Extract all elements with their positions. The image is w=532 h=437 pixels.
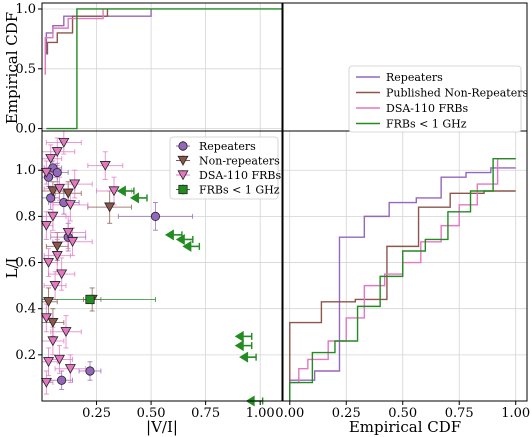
top-left-ytick-label: 0.0 bbox=[15, 122, 36, 137]
upper-limit-arrow bbox=[234, 330, 244, 342]
scatter-axes-frame bbox=[41, 130, 283, 402]
point-non-repeaters bbox=[104, 202, 116, 213]
bottom-right-cdf-published-non-repeaters bbox=[289, 190, 516, 401]
bottom-right-xtick-label: 0.00 bbox=[275, 406, 304, 421]
scatter-ytick-label: 0.2 bbox=[15, 348, 36, 363]
scatter-legend-label: DSA-110 FRBs bbox=[199, 169, 282, 182]
upper-limit-arrow bbox=[130, 192, 139, 204]
point-dsa-110-frbs bbox=[45, 154, 57, 164]
cdf-legend-label: Published Non-Repeaters bbox=[386, 87, 528, 100]
scatter-legend-label: FRBs < 1 GHz bbox=[199, 184, 280, 197]
point-dsa-110-frbs bbox=[43, 257, 55, 268]
bottom-right-xtick-label: 0.25 bbox=[332, 406, 361, 421]
point-dsa-110-frbs bbox=[62, 227, 74, 238]
bottom-right-cdf-frbs-1-ghz bbox=[289, 157, 516, 401]
point-non-repeaters bbox=[51, 241, 63, 252]
upper-limit-arrow bbox=[234, 340, 244, 352]
top-left-cdf-dsa-110-frbs bbox=[44, 8, 104, 75]
cdf-legend-label: DSA-110 FRBs bbox=[386, 102, 469, 115]
bottom-right-cdf-panel: 0.00 0.25 0.50 0.75 1.00 Empirical CDF bbox=[275, 130, 530, 436]
point-non-repeaters bbox=[43, 297, 55, 307]
scatter-ytick-label: 0.6 bbox=[15, 256, 36, 271]
scatter-legend-marker-frbs-1-ghz bbox=[178, 184, 188, 195]
bottom-right-xtick-label: 0.75 bbox=[445, 406, 474, 421]
bottom-right-cdf-dsa-110-frbs bbox=[289, 157, 516, 401]
upper-limit-arrow bbox=[182, 240, 192, 252]
scatter-legend-label: Non-repeaters bbox=[199, 155, 280, 168]
cdf-legend-label: Repeaters bbox=[386, 71, 443, 84]
scatter-ylabel: L/I bbox=[3, 257, 21, 278]
point-non-repeaters bbox=[62, 188, 74, 199]
point-dsa-110-frbs bbox=[53, 354, 65, 365]
point-repeaters bbox=[57, 375, 67, 385]
top-left-ytick-label: 0.5 bbox=[15, 62, 36, 77]
cdf-legend-label: FRBs < 1 GHz bbox=[386, 118, 467, 131]
point-dsa-110-frbs bbox=[51, 147, 63, 157]
point-repeaters bbox=[150, 211, 161, 221]
point-dsa-110-frbs bbox=[56, 269, 68, 280]
scatter-legend-marker-dsa-110-frbs bbox=[177, 170, 189, 181]
scatter-xlabel: |V/I| bbox=[146, 418, 178, 436]
scatter-ytick-label: 0.8 bbox=[15, 209, 36, 224]
point-dsa-110-frbs bbox=[53, 184, 65, 194]
scatter-legend-label: Repeaters bbox=[199, 140, 256, 153]
scatter-xtick-label: 0.25 bbox=[82, 406, 111, 421]
point-dsa-110-frbs bbox=[40, 313, 52, 324]
point-dsa-110-frbs bbox=[64, 364, 76, 374]
point-dsa-110-frbs bbox=[49, 281, 61, 291]
point-repeaters bbox=[46, 193, 56, 203]
point-dsa-110-frbs bbox=[47, 211, 59, 222]
top-left-cdf-panel: 0.0 0.5 1.0 Empirical CDF bbox=[3, 2, 283, 137]
upper-limit-arrow bbox=[164, 229, 174, 241]
upper-limit-arrow bbox=[239, 351, 249, 363]
point-repeaters bbox=[85, 366, 95, 376]
point-non-repeaters bbox=[47, 186, 59, 197]
top-left-ytick-label: 1.0 bbox=[15, 2, 36, 17]
scatter-xtick-label: 1.00 bbox=[246, 406, 275, 421]
point-frbs-1-ghz bbox=[85, 294, 95, 305]
point-dsa-110-frbs bbox=[108, 186, 120, 197]
point-dsa-110-frbs bbox=[40, 167, 52, 178]
scatter-ytick-label: 0.4 bbox=[15, 302, 36, 317]
point-dsa-110-frbs bbox=[67, 237, 79, 247]
scatter-legend-marker-repeaters bbox=[178, 141, 188, 151]
bottom-right-xtick-label: 0.50 bbox=[388, 406, 417, 421]
bottom-right-xlabel: Empirical CDF bbox=[349, 418, 461, 436]
point-dsa-110-frbs bbox=[58, 137, 70, 148]
bottom-right-xtick-label: 1.00 bbox=[501, 406, 530, 421]
bottom-right-cdf-repeaters bbox=[289, 167, 516, 401]
upper-limit-arrow bbox=[175, 233, 185, 245]
upper-limit-arrow bbox=[116, 185, 126, 197]
scatter-ytick-label: 1.0 bbox=[15, 163, 36, 178]
scatter-legend-marker-non-repeaters bbox=[177, 155, 189, 166]
point-dsa-110-frbs bbox=[43, 357, 55, 367]
scatter-legend-box bbox=[169, 136, 279, 200]
top-left-cdf-frbs-1-ghz bbox=[46, 8, 282, 130]
top-left-ylabel: Empirical CDF bbox=[3, 12, 21, 124]
point-dsa-110-frbs bbox=[51, 251, 63, 261]
point-dsa-110-frbs bbox=[40, 377, 52, 388]
point-dsa-110-frbs bbox=[69, 179, 81, 190]
point-dsa-110-frbs bbox=[64, 200, 76, 211]
top-left-cdf-published-non-repeaters bbox=[46, 8, 109, 55]
point-dsa-110-frbs bbox=[60, 327, 72, 337]
scatter-xtick-label: 0.75 bbox=[191, 406, 220, 421]
point-dsa-110-frbs bbox=[47, 336, 59, 347]
top-left-cdf-repeaters bbox=[45, 8, 152, 55]
cdf-legend: Repeaters Published Non-Repeaters DSA-110 … bbox=[348, 65, 528, 133]
point-dsa-110-frbs bbox=[99, 161, 111, 171]
point-dsa-110-frbs bbox=[40, 221, 52, 231]
scatter-xtick-label: 0.50 bbox=[137, 406, 166, 421]
scatter-panel: 0.25 0.50 0.75 1.00 0.2 0.4 0.6 0.8 1.0 |V/I| L… bbox=[3, 130, 283, 436]
cdf-legend-box bbox=[348, 65, 522, 133]
point-repeaters bbox=[52, 167, 62, 178]
point-non-repeaters bbox=[47, 317, 59, 328]
